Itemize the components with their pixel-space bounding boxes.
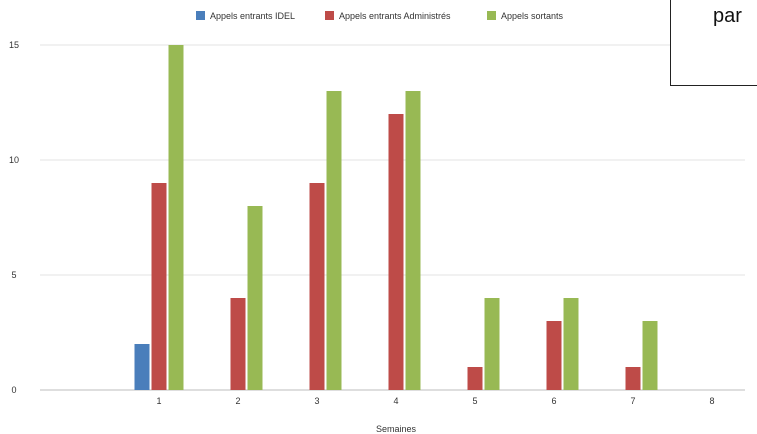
x-tick-label: 7 bbox=[630, 396, 635, 406]
overlay-text: par bbox=[713, 5, 742, 27]
legend-swatch bbox=[325, 11, 334, 20]
legend-swatch bbox=[196, 11, 205, 20]
bar bbox=[134, 344, 150, 390]
bar bbox=[467, 367, 483, 390]
x-tick-label: 6 bbox=[551, 396, 556, 406]
bar bbox=[326, 91, 342, 390]
overlay-box: par bbox=[670, 0, 757, 86]
x-axis-ticks: 1 2 3 4 5 6 7 8 bbox=[156, 396, 714, 406]
y-tick-label: 10 bbox=[9, 155, 19, 165]
bar bbox=[230, 298, 246, 390]
x-tick-label: 4 bbox=[393, 396, 398, 406]
legend: Appels entrants IDEL Appels entrants Admi… bbox=[196, 11, 564, 21]
x-tick-label: 2 bbox=[235, 396, 240, 406]
y-tick-label: 15 bbox=[9, 40, 19, 50]
bar bbox=[388, 114, 404, 390]
bar bbox=[642, 321, 658, 390]
y-axis-ticks: 0 5 10 15 bbox=[9, 40, 19, 395]
y-tick-label: 0 bbox=[11, 385, 16, 395]
bar bbox=[625, 367, 641, 390]
bar bbox=[309, 183, 325, 390]
x-tick-label: 3 bbox=[314, 396, 319, 406]
legend-label: Appels entrants IDEL bbox=[210, 11, 295, 21]
bar bbox=[168, 45, 184, 390]
legend-swatch bbox=[487, 11, 496, 20]
x-tick-label: 8 bbox=[709, 396, 714, 406]
bar bbox=[151, 183, 167, 390]
x-tick-label: 5 bbox=[472, 396, 477, 406]
bar bbox=[563, 298, 579, 390]
legend-label: Appels sortants bbox=[501, 11, 564, 21]
bar bbox=[247, 206, 263, 390]
bars bbox=[134, 45, 658, 390]
bar bbox=[484, 298, 500, 390]
x-axis-title: Semaines bbox=[376, 424, 417, 434]
x-tick-label: 1 bbox=[156, 396, 161, 406]
bar bbox=[405, 91, 421, 390]
y-tick-label: 5 bbox=[11, 270, 16, 280]
bar bbox=[546, 321, 562, 390]
legend-label: Appels entrants Administrés bbox=[339, 11, 451, 21]
